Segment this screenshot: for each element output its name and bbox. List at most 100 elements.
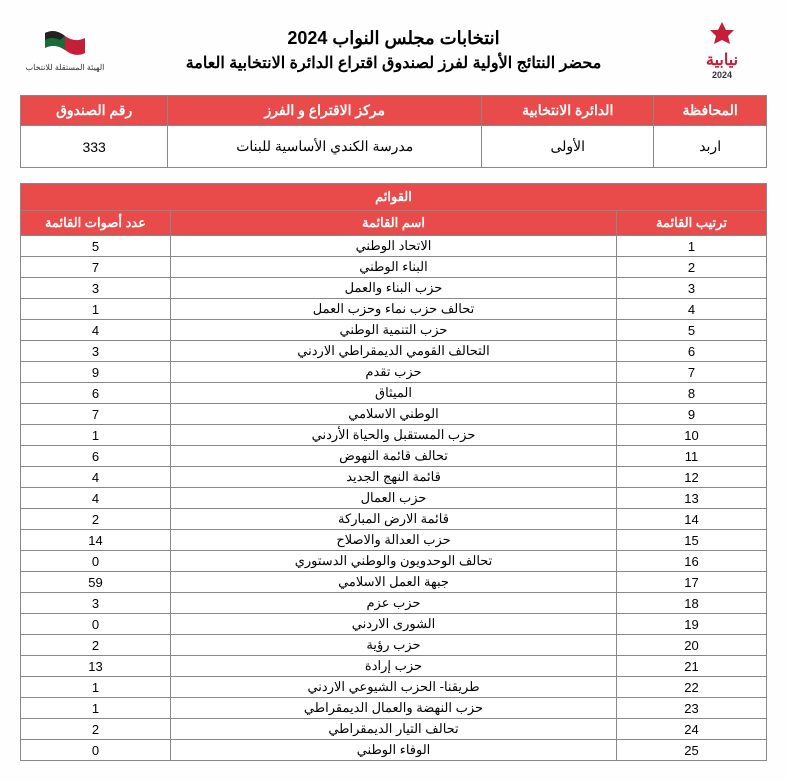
cell-votes: 3 — [21, 278, 171, 299]
cell-name: حزب النهضة والعمال الديمقراطي — [171, 698, 617, 719]
cell-name: حزب تقدم — [171, 362, 617, 383]
cell-rank: 10 — [617, 425, 767, 446]
cell-name: الوطني الاسلامي — [171, 404, 617, 425]
info-value-center: مدرسة الكندي الأساسية للبنات — [168, 126, 482, 168]
cell-votes: 7 — [21, 404, 171, 425]
cell-votes: 4 — [21, 320, 171, 341]
info-header-center: مركز الاقتراع و الفرز — [168, 96, 482, 126]
info-value-box: 333 — [21, 126, 168, 168]
cell-votes: 0 — [21, 551, 171, 572]
cell-rank: 5 — [617, 320, 767, 341]
header: نيابية 2024 انتخابات مجلس النواب 2024 مح… — [20, 20, 767, 80]
cell-votes: 0 — [21, 614, 171, 635]
cell-name: البناء الوطني — [171, 257, 617, 278]
table-row: 22طريقنا- الحزب الشيوعي الاردني1 — [21, 677, 767, 698]
cell-votes: 59 — [21, 572, 171, 593]
logo-left-text1: نيابية — [706, 50, 738, 70]
cell-rank: 2 — [617, 257, 767, 278]
cell-name: حزب العمال — [171, 488, 617, 509]
cell-name: حزب التنمية الوطني — [171, 320, 617, 341]
cell-votes: 3 — [21, 341, 171, 362]
table-row: 25الوفاء الوطني0 — [21, 740, 767, 761]
table-row: 14قائمة الارض المباركة2 — [21, 509, 767, 530]
table-row: 11تحالف قائمة النهوض6 — [21, 446, 767, 467]
cell-votes: 1 — [21, 299, 171, 320]
cell-name: حزب العدالة والاصلاح — [171, 530, 617, 551]
logo-election-2024: نيابية 2024 — [677, 20, 767, 80]
table-row: 8الميثاق6 — [21, 383, 767, 404]
cell-name: جبهة العمل الاسلامي — [171, 572, 617, 593]
cell-votes: 4 — [21, 488, 171, 509]
cell-votes: 6 — [21, 383, 171, 404]
cell-votes: 2 — [21, 635, 171, 656]
cell-name: حزب إرادة — [171, 656, 617, 677]
cell-rank: 15 — [617, 530, 767, 551]
cell-rank: 6 — [617, 341, 767, 362]
cell-votes: 1 — [21, 698, 171, 719]
cell-rank: 8 — [617, 383, 767, 404]
cell-votes: 2 — [21, 509, 171, 530]
cell-name: حزب البناء والعمل — [171, 278, 617, 299]
cell-rank: 13 — [617, 488, 767, 509]
cell-name: تحالف قائمة النهوض — [171, 446, 617, 467]
cell-rank: 12 — [617, 467, 767, 488]
table-row: 4تحالف حزب نماء وحزب العمل1 — [21, 299, 767, 320]
cell-name: حزب رؤية — [171, 635, 617, 656]
lists-main-header: القوائم — [21, 184, 767, 211]
table-row: 2البناء الوطني7 — [21, 257, 767, 278]
cell-rank: 17 — [617, 572, 767, 593]
cell-rank: 1 — [617, 236, 767, 257]
cell-name: الاتحاد الوطني — [171, 236, 617, 257]
title-main: انتخابات مجلس النواب 2024 — [110, 28, 677, 49]
cell-rank: 25 — [617, 740, 767, 761]
cell-name: الوفاء الوطني — [171, 740, 617, 761]
cell-name: طريقنا- الحزب الشيوعي الاردني — [171, 677, 617, 698]
table-row: 19الشورى الاردني0 — [21, 614, 767, 635]
table-row: 1الاتحاد الوطني5 — [21, 236, 767, 257]
cell-votes: 6 — [21, 446, 171, 467]
info-header-governorate: المحافظة — [654, 96, 767, 126]
title-sub: محضر النتائج الأولية لفرز لصندوق اقتراع … — [110, 53, 677, 73]
table-row: 24تحالف التيار الديمقراطي2 — [21, 719, 767, 740]
cell-rank: 23 — [617, 698, 767, 719]
info-value-district: الأولى — [482, 126, 654, 168]
lists-table: القوائم ترتيب القائمة اسم القائمة عدد أص… — [20, 183, 767, 761]
table-row: 21حزب إرادة13 — [21, 656, 767, 677]
cell-name: تحالف حزب نماء وحزب العمل — [171, 299, 617, 320]
table-row: 17جبهة العمل الاسلامي59 — [21, 572, 767, 593]
cell-rank: 20 — [617, 635, 767, 656]
cell-name: الشورى الاردني — [171, 614, 617, 635]
cell-votes: 1 — [21, 425, 171, 446]
cell-votes: 2 — [21, 719, 171, 740]
cell-votes: 1 — [21, 677, 171, 698]
table-row: 6التحالف القومي الديمقراطي الاردني3 — [21, 341, 767, 362]
titles: انتخابات مجلس النواب 2024 محضر النتائج ا… — [110, 28, 677, 73]
table-row: 5حزب التنمية الوطني4 — [21, 320, 767, 341]
table-row: 13حزب العمال4 — [21, 488, 767, 509]
cell-rank: 7 — [617, 362, 767, 383]
info-header-district: الدائرة الانتخابية — [482, 96, 654, 126]
logo-left-text2: 2024 — [712, 70, 732, 80]
cell-votes: 3 — [21, 593, 171, 614]
cell-votes: 4 — [21, 467, 171, 488]
cell-rank: 9 — [617, 404, 767, 425]
cell-name: تحالف الوحدويون والوطني الدستوري — [171, 551, 617, 572]
lists-body: 1الاتحاد الوطني52البناء الوطني73حزب البن… — [21, 236, 767, 761]
table-row: 9الوطني الاسلامي7 — [21, 404, 767, 425]
cell-votes: 5 — [21, 236, 171, 257]
cell-rank: 21 — [617, 656, 767, 677]
cell-votes: 14 — [21, 530, 171, 551]
cell-rank: 4 — [617, 299, 767, 320]
flag-icon — [40, 28, 90, 63]
cell-name: قائمة النهج الجديد — [171, 467, 617, 488]
logo-right-text: الهيئة المستقلة للانتخاب — [26, 63, 105, 72]
cell-rank: 22 — [617, 677, 767, 698]
cell-votes: 9 — [21, 362, 171, 383]
cell-rank: 19 — [617, 614, 767, 635]
cell-name: الميثاق — [171, 383, 617, 404]
cell-rank: 16 — [617, 551, 767, 572]
cell-name: التحالف القومي الديمقراطي الاردني — [171, 341, 617, 362]
info-value-governorate: اربد — [654, 126, 767, 168]
col-header-name: اسم القائمة — [171, 211, 617, 236]
table-row: 18حزب عزم3 — [21, 593, 767, 614]
